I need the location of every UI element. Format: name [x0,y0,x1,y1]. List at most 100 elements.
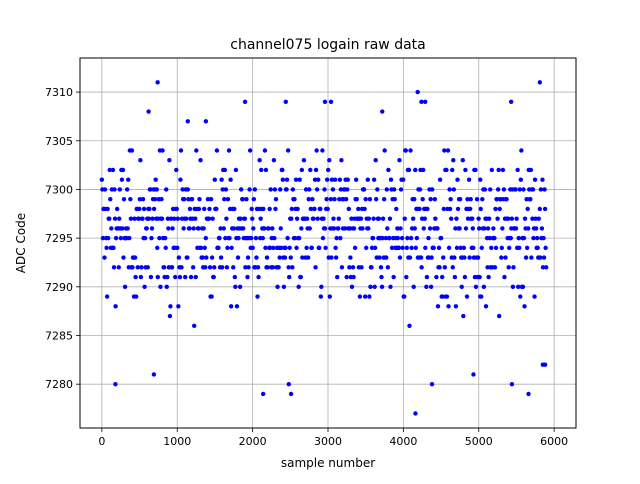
data-point [503,255,508,260]
data-point [369,245,375,251]
data-point [255,265,261,270]
data-point [373,158,378,163]
outlier-point [415,89,420,95]
data-point [121,196,127,202]
data-point [159,196,164,202]
data-point [180,187,185,192]
data-point [226,148,232,153]
data-point [132,255,138,260]
data-point [207,206,212,212]
data-point [336,216,341,221]
data-point [296,284,301,290]
data-point [178,177,183,182]
data-point [411,284,416,290]
data-point [408,148,413,153]
outlier-point [537,80,543,85]
data-point [133,274,138,280]
data-point [366,226,371,231]
data-point [334,274,340,280]
outlier-point [478,177,483,182]
data-point [516,235,521,241]
x-tick-label: 3000 [314,435,342,448]
data-point [397,158,402,163]
data-point [276,265,281,270]
data-point [418,255,424,260]
data-point [333,255,339,260]
data-point [434,274,439,280]
outlier-point [526,391,531,397]
data-point [272,235,277,241]
data-point [114,206,120,212]
data-point [428,196,433,202]
data-point [467,255,472,260]
data-point [536,216,541,221]
data-point [445,148,451,153]
data-point [301,158,307,163]
data-point [370,235,376,241]
data-point [238,187,244,192]
data-point [523,255,529,260]
data-point [398,226,403,231]
data-point [111,245,116,251]
data-point [500,226,505,231]
data-point [396,245,402,251]
data-point [538,255,543,260]
data-point [279,245,284,251]
data-point [155,274,160,280]
data-point [377,255,382,260]
data-point [133,294,139,299]
data-point [349,216,354,221]
data-point [247,148,253,153]
data-point [407,255,413,260]
data-point [361,187,367,192]
data-point [540,265,546,270]
data-point [398,187,404,192]
data-point [520,284,526,290]
data-point [421,167,426,173]
data-point [311,216,316,221]
data-point [126,177,131,182]
data-point [533,226,539,231]
data-point [463,226,469,231]
data-point [543,265,549,270]
outlier-point [185,119,190,124]
outlier-point [471,372,476,377]
data-point [110,167,116,173]
data-point [322,187,327,192]
data-point [149,235,154,241]
data-point [436,245,442,251]
data-point [251,196,257,202]
data-point [216,245,221,251]
data-point [421,226,426,231]
data-point [413,245,419,251]
data-point [424,274,430,280]
data-point [157,235,162,241]
data-point [339,265,345,270]
data-point [161,265,167,270]
data-point [446,304,451,309]
data-point [280,177,286,182]
data-point [452,255,457,260]
data-point [145,265,150,270]
data-point [202,245,207,251]
data-point [424,284,429,290]
data-point [327,294,333,299]
data-point [367,196,373,202]
outlier-point [322,99,328,105]
data-point [189,196,195,202]
data-point [440,294,445,299]
data-point [124,187,130,192]
data-point [461,313,466,319]
data-point [321,216,326,221]
data-point [262,226,267,231]
x-tick-label: 6000 [540,435,568,448]
data-point [247,187,252,192]
data-point [331,216,336,221]
data-point [236,235,241,241]
data-point [465,216,471,221]
data-point [379,274,384,280]
data-point [437,177,443,182]
data-point [112,216,118,221]
data-point [231,226,236,231]
data-point [168,304,173,309]
